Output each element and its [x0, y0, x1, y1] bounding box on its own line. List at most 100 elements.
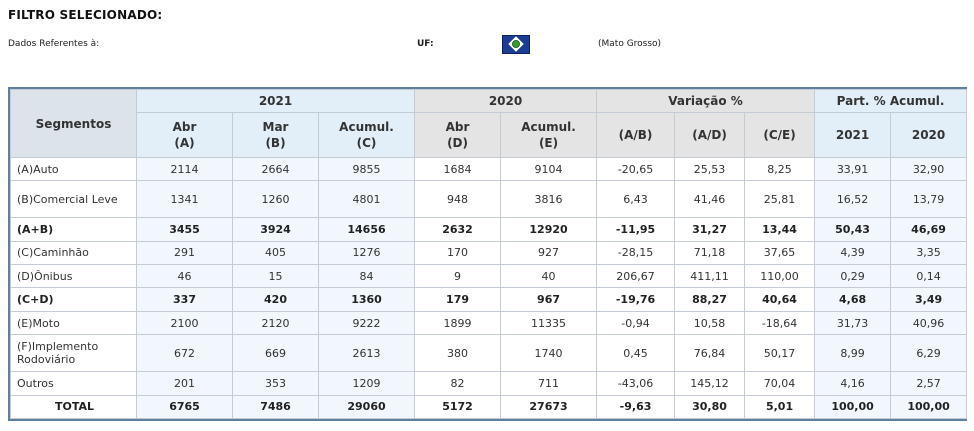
group-variacao-header: Variação %	[596, 89, 816, 113]
value-cell: 337	[136, 287, 233, 312]
value-cell: 46,69	[890, 217, 968, 242]
segment-cell: (D)Ônibus	[10, 264, 137, 289]
value-cell: 88,27	[674, 287, 746, 312]
subheader-col-1: Mar (B)	[232, 112, 319, 158]
subheader-col-7: (C/E)	[744, 112, 816, 158]
value-cell: 40	[500, 264, 598, 289]
value-cell: 669	[232, 334, 319, 373]
value-cell: 3816	[500, 180, 598, 219]
table-row: Outros 201 353 1209 82 711 -43,06 145,12 70,04 4,…	[10, 371, 968, 396]
table-row: (E)Moto 2100 2120 9222 1899 11335 -0,94 10,58 -1…	[10, 310, 968, 336]
table-row: (A)Auto 2114 2664 9855 1684 9104 -20,65 25,53 8,…	[10, 156, 968, 182]
value-cell: 2664	[232, 156, 319, 182]
value-cell: 0,45	[596, 334, 676, 373]
value-cell: -43,06	[596, 371, 676, 396]
value-cell: 145,12	[674, 371, 746, 396]
segment-cell: Outros	[10, 371, 137, 396]
value-cell: 8,25	[744, 156, 816, 182]
value-cell: -19,76	[596, 287, 676, 312]
filter-title: FILTRO SELECIONADO:	[8, 8, 163, 22]
subheader-col-5: (A/B)	[596, 112, 676, 158]
uf-label: UF:	[417, 39, 434, 49]
value-cell: 100,00	[890, 394, 968, 420]
value-cell: 76,84	[674, 334, 746, 373]
value-cell: 50,43	[814, 217, 892, 242]
value-cell: 353	[232, 371, 319, 396]
subheader-col-4: Acumul. (E)	[500, 112, 598, 158]
value-cell: 31,27	[674, 217, 746, 242]
value-cell: 16,52	[814, 180, 892, 219]
value-cell: -20,65	[596, 156, 676, 182]
segment-cell: TOTAL	[10, 394, 137, 420]
subheader-col-6: (A/D)	[674, 112, 746, 158]
value-cell: 179	[414, 287, 502, 312]
value-cell: 672	[136, 334, 233, 373]
value-cell: 1260	[232, 180, 319, 219]
value-cell: 13,44	[744, 217, 816, 242]
value-cell: 27673	[500, 394, 598, 420]
value-cell: 2120	[232, 310, 319, 336]
subheader-line1: (A/D)	[692, 128, 727, 142]
value-cell: 380	[414, 334, 502, 373]
value-cell: 3,35	[890, 240, 968, 266]
value-cell: 2100	[136, 310, 233, 336]
value-cell: 5172	[414, 394, 502, 420]
value-cell: 2613	[317, 334, 416, 373]
value-cell: 32,90	[890, 156, 968, 182]
table-row: (B)Comercial Leve 1341 1260 4801 948 3816 6,43…	[10, 180, 968, 219]
value-cell: 1209	[317, 371, 416, 396]
value-cell: 6765	[136, 394, 233, 420]
value-cell: 4801	[317, 180, 416, 219]
value-cell: 420	[232, 287, 319, 312]
segment-cell: (B)Comercial Leve	[10, 180, 137, 219]
value-cell: 30,80	[674, 394, 746, 420]
flag-globe	[512, 40, 520, 48]
subheader-line2: (C)	[356, 136, 377, 150]
subheader-line1: (A/B)	[618, 128, 653, 142]
value-cell: -9,63	[596, 394, 676, 420]
data-table: Segmentos 2021 2020 Variação % Part. % Acumu…	[10, 89, 968, 420]
value-cell: 4,68	[814, 287, 892, 312]
subheader-line1: 2020	[911, 128, 946, 142]
value-cell: 1341	[136, 180, 233, 219]
value-cell: 1684	[414, 156, 502, 182]
group-part-acumul-header: Part. % Acumul.	[814, 89, 968, 113]
value-cell: -28,15	[596, 240, 676, 266]
value-cell: 9	[414, 264, 502, 289]
value-cell: 206,67	[596, 264, 676, 289]
value-cell: 3455	[136, 217, 233, 242]
table-row: (C+D) 337 420 1360 179 967 -19,76 88,27 40,64 4,6…	[10, 287, 968, 312]
value-cell: 1740	[500, 334, 598, 373]
value-cell: 33,91	[814, 156, 892, 182]
value-cell: 46	[136, 264, 233, 289]
subheader-line2: (E)	[538, 136, 559, 150]
segment-cell: (E)Moto	[10, 310, 137, 336]
subheader-col-2: Acumul. (C)	[317, 112, 416, 158]
subheader-line1: Abr	[445, 120, 470, 134]
value-cell: 3924	[232, 217, 319, 242]
table-row: (C)Caminhão 291 405 1276 170 927 -28,15 71,18 37…	[10, 240, 968, 266]
table-row: TOTAL 6765 7486 29060 5172 27673 -9,63 30,80 5,0…	[10, 394, 968, 420]
value-cell: -11,95	[596, 217, 676, 242]
value-cell: 1276	[317, 240, 416, 266]
value-cell: 25,81	[744, 180, 816, 219]
mato-grosso-flag-icon	[502, 35, 530, 54]
value-cell: 170	[414, 240, 502, 266]
subheader-line1: Mar	[262, 120, 289, 134]
value-cell: 84	[317, 264, 416, 289]
value-cell: 100,00	[814, 394, 892, 420]
value-cell: 2632	[414, 217, 502, 242]
subheader-line1: Abr	[172, 120, 197, 134]
table-row: (D)Ônibus 46 15 84 9 40 206,67 411,11 110,00 0,29…	[10, 264, 968, 289]
subheader-line1: 2021	[835, 128, 870, 142]
value-cell: 9855	[317, 156, 416, 182]
value-cell: 967	[500, 287, 598, 312]
segment-cell: (A)Auto	[10, 156, 137, 182]
value-cell: 8,99	[814, 334, 892, 373]
value-cell: 41,46	[674, 180, 746, 219]
dados-label: Dados Referentes à:	[8, 39, 100, 49]
segment-cell: (C)Caminhão	[10, 240, 137, 266]
value-cell: 31,73	[814, 310, 892, 336]
value-cell: 411,11	[674, 264, 746, 289]
subheader-line2: (A)	[174, 136, 195, 150]
